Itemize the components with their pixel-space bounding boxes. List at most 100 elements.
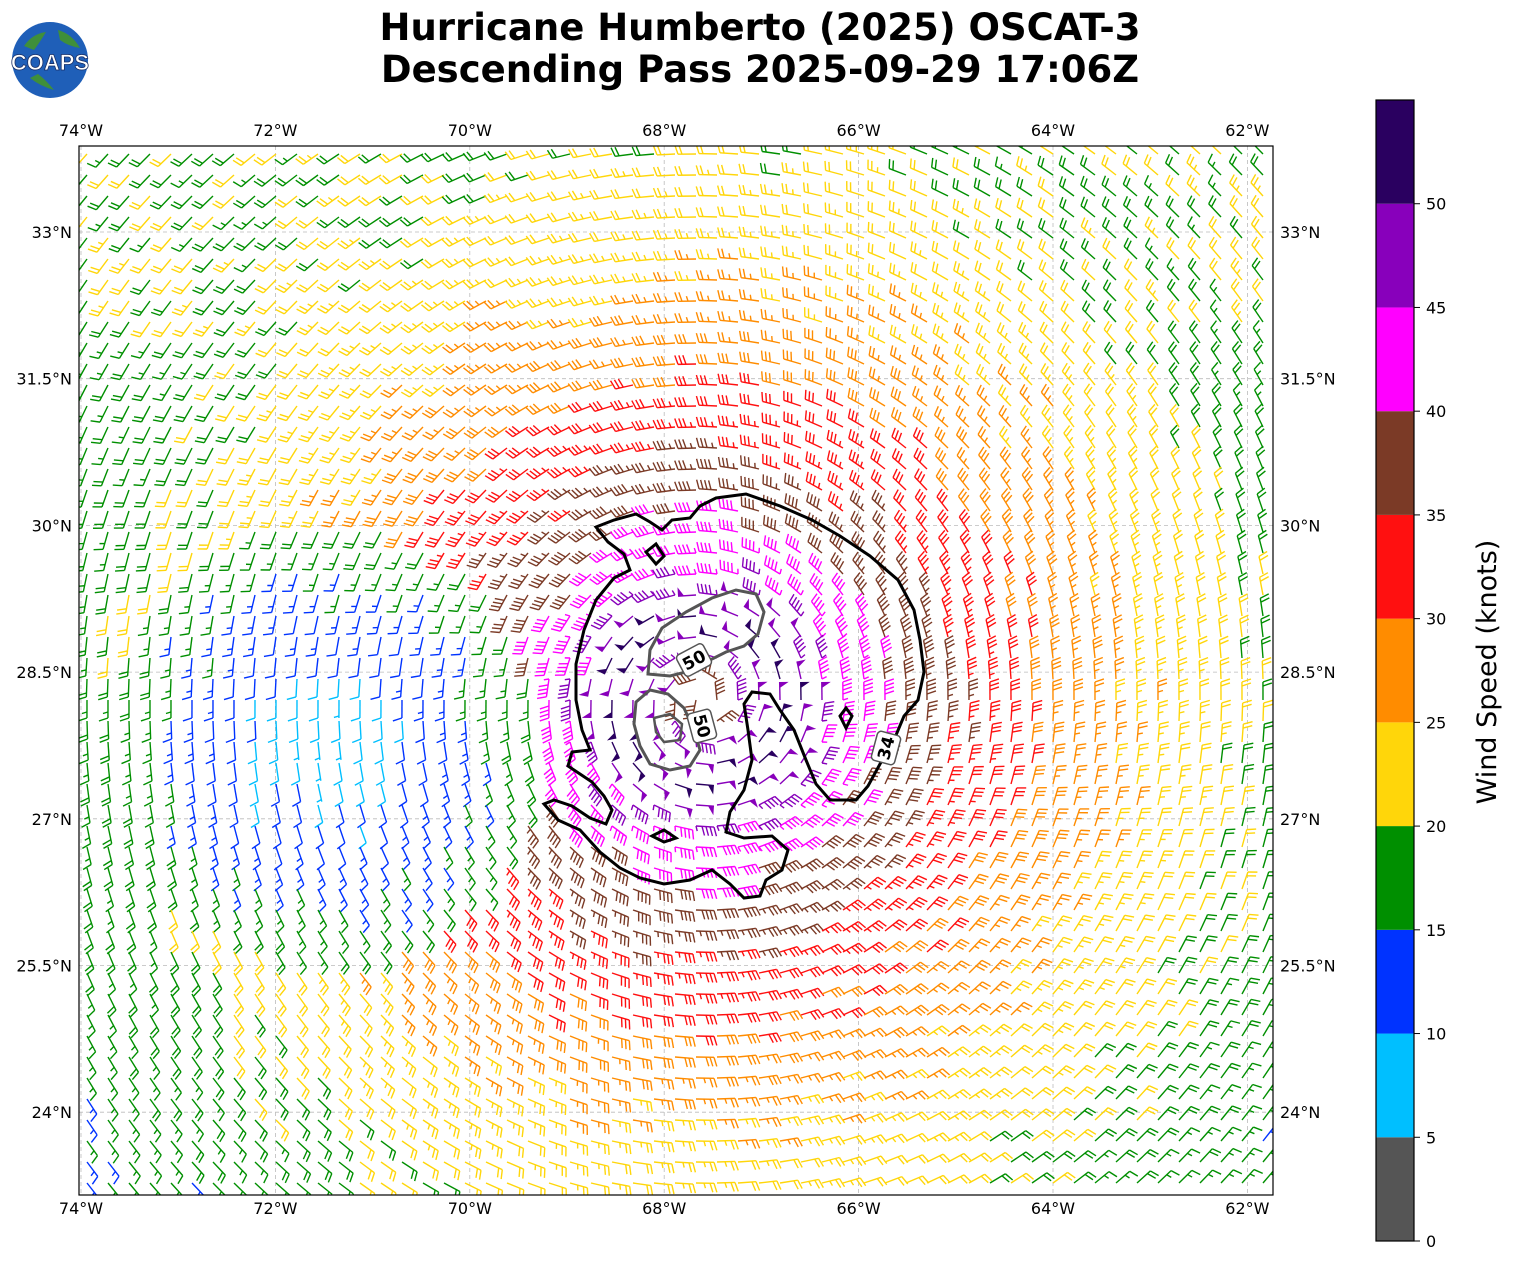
wind-barb bbox=[762, 515, 781, 533]
wind-barb bbox=[530, 615, 550, 633]
wind-barb bbox=[989, 808, 1007, 827]
wind-barb bbox=[1094, 957, 1115, 974]
wind-barb bbox=[338, 1014, 352, 1038]
wind-barb bbox=[274, 153, 298, 166]
wind-barb bbox=[695, 228, 718, 239]
wind-barb bbox=[1155, 635, 1166, 659]
wind-barb bbox=[374, 741, 384, 765]
wind-barb bbox=[761, 433, 781, 449]
wind-barb bbox=[79, 174, 88, 186]
wind-barb bbox=[800, 1051, 825, 1062]
wind-barb bbox=[225, 720, 236, 744]
wind-barb bbox=[1165, 195, 1180, 218]
wind-barb bbox=[1017, 259, 1033, 281]
wind-barb bbox=[485, 951, 501, 973]
wind-barb bbox=[472, 657, 487, 678]
wind-barb bbox=[271, 804, 281, 829]
wind-barb bbox=[527, 1098, 546, 1116]
wind-barb bbox=[302, 573, 319, 592]
wind-barb bbox=[695, 291, 718, 302]
wind-barb bbox=[567, 211, 592, 222]
wind-barb bbox=[989, 678, 1000, 701]
wind-barb bbox=[1073, 764, 1088, 785]
wind-barb bbox=[295, 258, 319, 272]
wind-barb bbox=[1025, 571, 1037, 596]
wind-barb bbox=[1217, 593, 1228, 617]
wind-barb bbox=[483, 363, 508, 374]
wind-barb bbox=[989, 916, 1011, 932]
wind-barb bbox=[778, 681, 789, 701]
wind-barb bbox=[803, 265, 823, 281]
wind-barb bbox=[965, 635, 977, 659]
wind-barb bbox=[464, 993, 480, 1015]
lat-tick-label: 24°N bbox=[32, 1103, 72, 1122]
wind-barb bbox=[421, 300, 445, 312]
wind-barb bbox=[1126, 403, 1138, 428]
wind-barb bbox=[738, 146, 760, 155]
wind-barb bbox=[340, 468, 361, 485]
wind-barb bbox=[362, 510, 382, 528]
wind-barb bbox=[441, 321, 466, 333]
wind-barb bbox=[359, 405, 382, 420]
wind-barb bbox=[126, 930, 137, 955]
wind-barb bbox=[1220, 763, 1234, 785]
wind-barb bbox=[827, 491, 844, 512]
wind-barb bbox=[140, 699, 151, 722]
wind-barb bbox=[674, 208, 697, 218]
wind-barb bbox=[989, 851, 1009, 869]
wind-barb bbox=[295, 153, 319, 165]
wind-barb bbox=[738, 247, 760, 260]
wind-barb bbox=[953, 302, 970, 323]
wind-barb bbox=[317, 930, 328, 955]
wind-barb bbox=[1168, 146, 1180, 155]
wind-barb bbox=[905, 1111, 930, 1122]
wind-barb bbox=[443, 1077, 460, 1098]
wind-barb bbox=[250, 804, 260, 829]
title-line-2: Descending Pass 2025-09-29 17:06Z bbox=[380, 48, 1140, 91]
title-line-1: Hurricane Humberto (2025) OSCAT-3 bbox=[379, 6, 1141, 49]
wind-barb bbox=[296, 1077, 310, 1100]
wind-barb bbox=[149, 1098, 162, 1122]
wind-barb bbox=[462, 193, 487, 204]
wind-barb bbox=[128, 1098, 140, 1122]
wind-barb bbox=[630, 483, 655, 495]
wind-barb bbox=[842, 1007, 867, 1019]
wind-barb bbox=[968, 1152, 993, 1163]
wind-barb bbox=[399, 153, 424, 163]
wind-barb bbox=[632, 930, 652, 946]
wind-barb bbox=[652, 334, 676, 346]
wind-barb bbox=[1146, 320, 1159, 344]
wind-barb bbox=[760, 350, 781, 365]
wind-barb bbox=[388, 636, 403, 657]
wind-barb bbox=[1031, 721, 1044, 743]
wind-barb bbox=[631, 209, 655, 220]
wind-barb bbox=[1262, 998, 1273, 1016]
wind-barb bbox=[779, 1010, 804, 1022]
wind-barb bbox=[803, 203, 823, 218]
wind-barb bbox=[1157, 999, 1178, 1016]
wind-barb bbox=[737, 1180, 761, 1192]
wind-barb bbox=[1208, 216, 1222, 239]
wind-barb bbox=[399, 174, 424, 185]
wind-barb bbox=[568, 825, 583, 848]
wind-barb bbox=[338, 909, 349, 934]
wind-barb bbox=[1016, 239, 1033, 260]
wind-barb bbox=[288, 720, 299, 744]
wind-barb bbox=[484, 426, 508, 439]
wind-barb bbox=[298, 447, 319, 464]
wind-barb bbox=[149, 1182, 162, 1195]
wind-barb bbox=[471, 636, 487, 656]
wind-barb bbox=[873, 530, 886, 554]
wind-barb bbox=[170, 174, 193, 189]
wind-barb bbox=[526, 509, 550, 523]
wind-barb bbox=[241, 594, 256, 615]
wind-barb bbox=[1199, 999, 1219, 1016]
wind-barb bbox=[93, 510, 109, 529]
wind-barb bbox=[79, 678, 88, 700]
wind-barb bbox=[1002, 529, 1014, 554]
wind-barb bbox=[358, 825, 367, 850]
wind-barb bbox=[1059, 259, 1075, 281]
wind-barb bbox=[443, 1056, 460, 1077]
wind-barb bbox=[800, 880, 825, 894]
wind-barb bbox=[718, 498, 739, 512]
